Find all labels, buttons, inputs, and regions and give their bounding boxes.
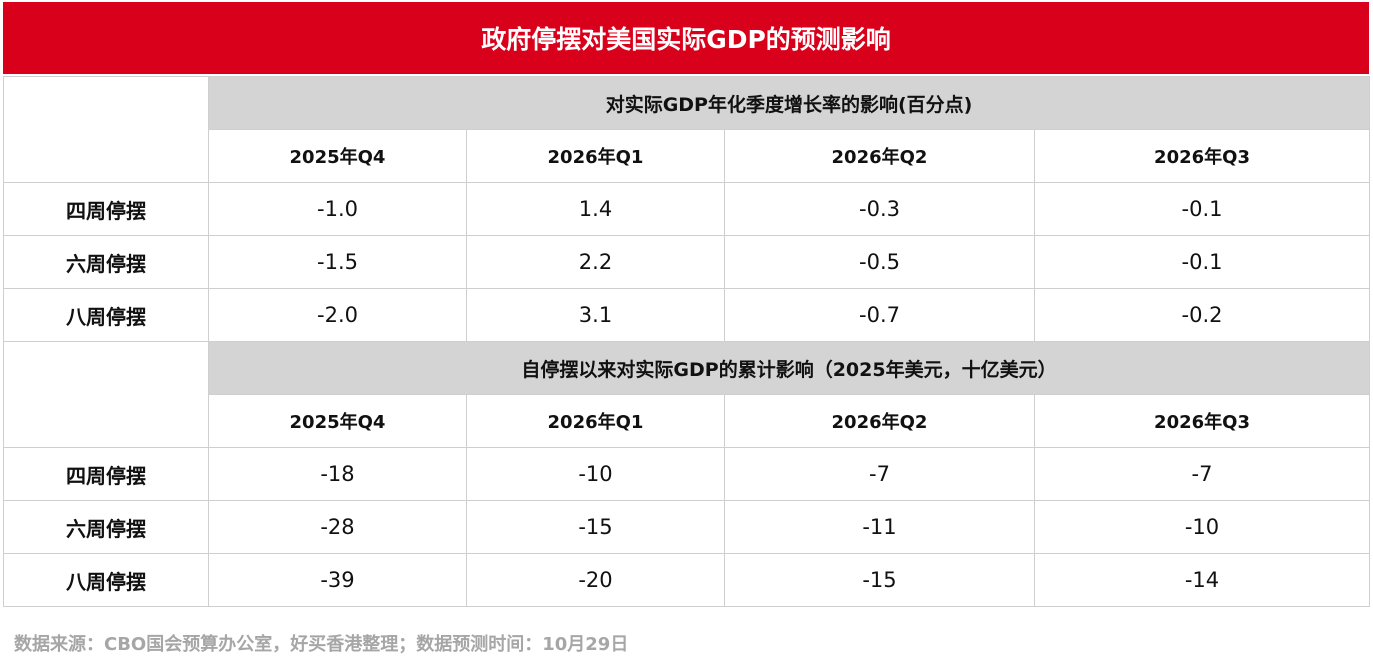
- section-header-row: 对实际GDP年化季度增长率的影响(百分点): [3, 76, 1371, 183]
- value-cell: -14: [1033, 553, 1371, 607]
- table-row: 四周停摆 -1.0 1.4 -0.3 -0.1: [3, 182, 1371, 236]
- value-cell: 3.1: [466, 288, 725, 342]
- table-row: 六周停摆 -1.5 2.2 -0.5 -0.1: [3, 235, 1371, 289]
- row-label: 四周停摆: [3, 447, 209, 501]
- column-header: 2026年Q2: [724, 394, 1035, 448]
- section-header: 自停摆以来对实际GDP的累计影响（2025年美元，十亿美元）: [207, 341, 1371, 395]
- value-cell: 2.2: [466, 235, 725, 289]
- row-label: 四周停摆: [3, 182, 209, 236]
- value-cell: -10: [466, 447, 725, 501]
- row-label: 六周停摆: [3, 500, 209, 554]
- value-cell: -1.0: [208, 182, 467, 236]
- row-label: 六周停摆: [3, 235, 209, 289]
- section-header: 对实际GDP年化季度增长率的影响(百分点): [207, 76, 1371, 130]
- column-header: 2026年Q1: [466, 129, 725, 183]
- column-header: 2025年Q4: [208, 129, 467, 183]
- column-header: 2026年Q1: [466, 394, 725, 448]
- row-label: 八周停摆: [3, 553, 209, 607]
- section-header-row: 自停摆以来对实际GDP的累计影响（2025年美元，十亿美元）: [3, 341, 1371, 448]
- row-label: 八周停摆: [3, 288, 209, 342]
- table-body: 对实际GDP年化季度增长率的影响(百分点) 2025年Q4 2026年Q1 2026年…: [3, 76, 1371, 607]
- column-header-row: 2025年Q4 2026年Q1 2026年Q2 2026年Q3: [4, 129, 1371, 183]
- corner-cell: [3, 341, 209, 448]
- value-cell: -10: [1033, 500, 1371, 554]
- value-cell: 1.4: [466, 182, 725, 236]
- column-header: 2026年Q2: [724, 129, 1035, 183]
- value-cell: -15: [724, 553, 1035, 607]
- value-cell: -0.2: [1033, 288, 1371, 342]
- source-note: 数据来源：CBO国会预算办公室，好买香港整理；数据预测时间：10月29日: [14, 634, 629, 655]
- table-row: 八周停摆 -39 -20 -15 -14: [3, 553, 1371, 607]
- value-cell: -0.7: [724, 288, 1035, 342]
- value-cell: -15: [466, 500, 725, 554]
- value-cell: -18: [208, 447, 467, 501]
- value-cell: -39: [208, 553, 467, 607]
- column-header: 2025年Q4: [208, 394, 467, 448]
- value-cell: -0.1: [1033, 235, 1371, 289]
- column-header: 2026年Q3: [1033, 394, 1371, 448]
- value-cell: -1.5: [208, 235, 467, 289]
- value-cell: -2.0: [208, 288, 467, 342]
- value-cell: -20: [466, 553, 725, 607]
- value-cell: -7: [724, 447, 1035, 501]
- table-row: 四周停摆 -18 -10 -7 -7: [3, 447, 1371, 501]
- table-row: 六周停摆 -28 -15 -11 -10: [3, 500, 1371, 554]
- corner-cell: [3, 76, 209, 183]
- column-header-row: 2025年Q4 2026年Q1 2026年Q2 2026年Q3: [4, 394, 1371, 448]
- value-cell: -7: [1033, 447, 1371, 501]
- chart-title: 政府停摆对美国实际GDP的预测影响: [3, 2, 1369, 74]
- value-cell: -28: [208, 500, 467, 554]
- value-cell: -0.1: [1033, 182, 1371, 236]
- table-row: 八周停摆 -2.0 3.1 -0.7 -0.2: [3, 288, 1371, 342]
- data-table: 对实际GDP年化季度增长率的影响(百分点) 2025年Q4 2026年Q1 2026年…: [3, 76, 1371, 607]
- value-cell: -11: [724, 500, 1035, 554]
- value-cell: -0.5: [724, 235, 1035, 289]
- column-header: 2026年Q3: [1033, 129, 1371, 183]
- value-cell: -0.3: [724, 182, 1035, 236]
